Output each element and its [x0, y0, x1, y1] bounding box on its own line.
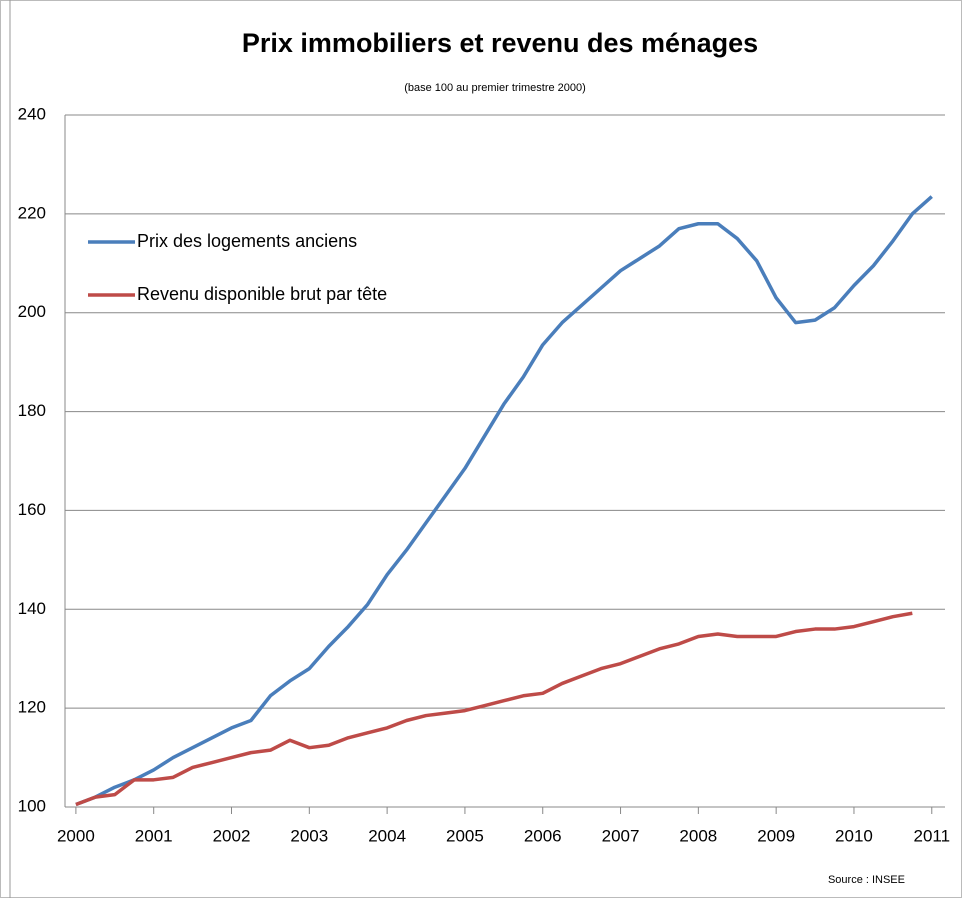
x-tick-label: 2005: [446, 826, 484, 845]
series-line: [75, 195, 933, 807]
y-tick-label: 160: [18, 500, 46, 519]
source: Source : INSEE: [828, 874, 905, 886]
y-tick-label: 220: [18, 203, 46, 222]
x-tick-label: 2001: [135, 826, 173, 845]
x-tick-label: 2009: [757, 826, 795, 845]
chart-title: Prix immobiliers et revenu des ménages: [242, 28, 758, 58]
x-tick-label: 2007: [602, 826, 640, 845]
x-tick-label: 2003: [290, 826, 328, 845]
x-tick-label: 2002: [213, 826, 251, 845]
x-tick-label: 2000: [57, 826, 95, 845]
y-tick-label: 120: [18, 698, 46, 717]
legend-label: Revenu disponible brut par tête: [137, 284, 387, 304]
legend-label: Prix des logements anciens: [137, 231, 357, 251]
y-tick-label: 200: [18, 302, 46, 321]
x-tick-label: 2006: [524, 826, 562, 845]
y-tick-label: 180: [18, 401, 46, 420]
y-tick-label: 140: [18, 599, 46, 618]
y-tick-label: 100: [18, 796, 46, 815]
chart-subtitle: (base 100 au premier trimestre 2000): [404, 82, 586, 94]
series-line: [75, 611, 913, 807]
x-tick-label: 2010: [835, 826, 873, 845]
y-tick-label: 240: [18, 104, 46, 123]
x-tick-label: 2011: [913, 826, 950, 845]
x-tick-label: 2004: [368, 826, 406, 845]
x-tick-label: 2008: [679, 826, 717, 845]
